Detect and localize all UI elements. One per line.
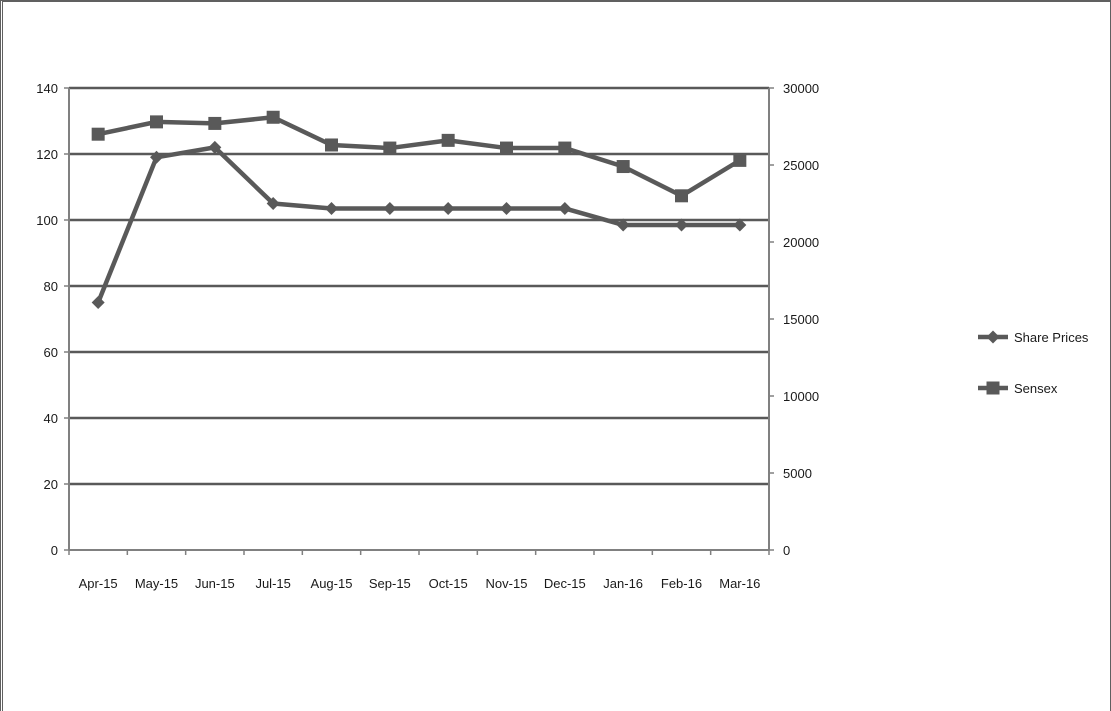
x-tick-label: Mar-16 [719, 576, 760, 591]
y2-tick-label: 30000 [783, 81, 819, 96]
x-tick-label: Feb-16 [661, 576, 702, 591]
y2-tick-label: 20000 [783, 235, 819, 250]
y2-tick-label: 0 [783, 543, 790, 558]
share-prices-point [150, 150, 163, 164]
x-tick-label: Dec-15 [544, 576, 586, 591]
sensex-point [91, 127, 105, 141]
y2-tick-label: 5000 [783, 466, 812, 481]
sensex-line [97, 115, 742, 199]
y-tick-label: 100 [36, 213, 58, 228]
x-tick-label: Oct-15 [429, 576, 468, 591]
sensex-point [441, 133, 455, 147]
share-prices-point [91, 296, 105, 309]
sensex-point [733, 153, 747, 167]
x-tick-label: Jan-16 [603, 576, 643, 591]
share-prices-point [558, 201, 572, 215]
share-prices-point [616, 218, 630, 232]
y-tick-label: 60 [44, 345, 58, 360]
share-prices-line [96, 145, 740, 304]
legend-sensex-marker [986, 381, 1000, 395]
y2-tick-label: 10000 [783, 389, 819, 404]
x-tick-label: Aug-15 [311, 576, 353, 591]
sensex-point [150, 115, 163, 129]
y2-tick-label: 25000 [783, 158, 819, 173]
y2-tick-label: 15000 [783, 312, 819, 327]
sensex-point [383, 141, 397, 155]
sensex-point [325, 138, 338, 152]
x-tick-label: Jul-15 [255, 576, 290, 591]
share-prices-point [500, 201, 513, 215]
x-tick-label: Nov-15 [486, 576, 528, 591]
share-prices-point [266, 197, 280, 210]
share-prices-point [383, 201, 397, 215]
x-tick-label: Apr-15 [79, 576, 118, 591]
legend-share-prices-label: Share Prices [1014, 330, 1089, 345]
y-tick-label: 140 [36, 81, 58, 96]
legend-sensex-label: Sensex [1014, 381, 1058, 396]
share-prices-point [733, 218, 747, 232]
share-prices-point [441, 201, 455, 215]
y-tick-label: 20 [44, 477, 58, 492]
share-prices-point [325, 201, 338, 215]
x-tick-label: Sep-15 [369, 576, 411, 591]
sensex-point [616, 160, 630, 174]
y-tick-label: 40 [44, 411, 58, 426]
y-tick-label: 0 [51, 543, 58, 558]
share-prices-point [208, 140, 222, 154]
x-tick-label: May-15 [135, 576, 178, 591]
sensex-point [266, 110, 280, 124]
sensex-point [675, 189, 688, 203]
legend-share-prices-marker [986, 330, 1000, 344]
y-tick-label: 80 [44, 279, 58, 294]
sensex-point [558, 141, 572, 155]
share-prices-point [675, 218, 688, 232]
y-tick-label: 120 [36, 147, 58, 162]
sensex-point [208, 116, 222, 130]
x-tick-label: Jun-15 [195, 576, 235, 591]
sensex-point [500, 141, 513, 155]
